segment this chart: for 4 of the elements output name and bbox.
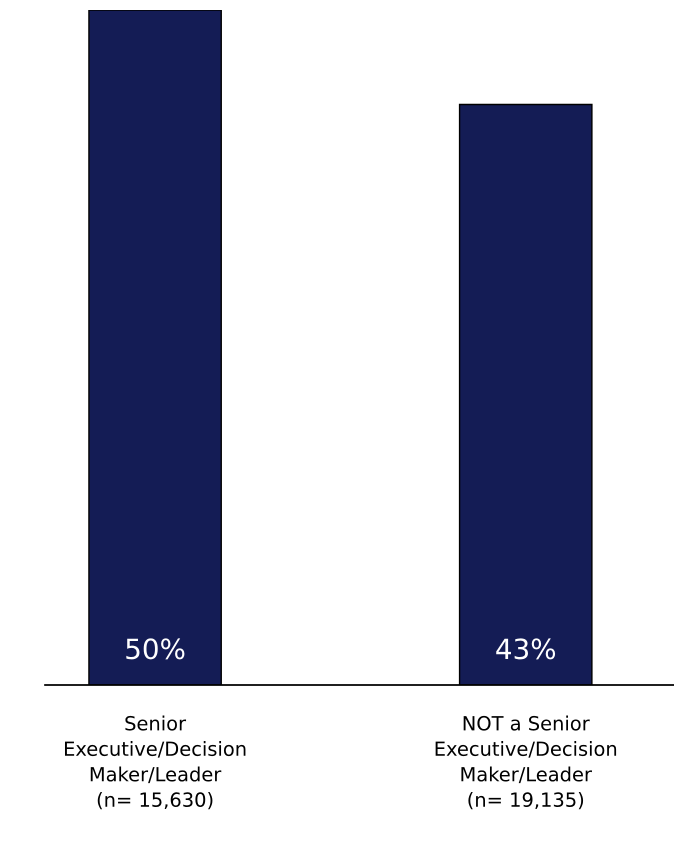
x-tick-label: NOT a Senior Executive/Decision Maker/Leader (n= 19,135) (436, 716, 616, 810)
data-label: 43% (496, 638, 556, 660)
x-tick-label: Senior Executive/Decision Maker/Leader (n= 15,630) (64, 716, 246, 810)
data-label: 50% (126, 638, 184, 660)
